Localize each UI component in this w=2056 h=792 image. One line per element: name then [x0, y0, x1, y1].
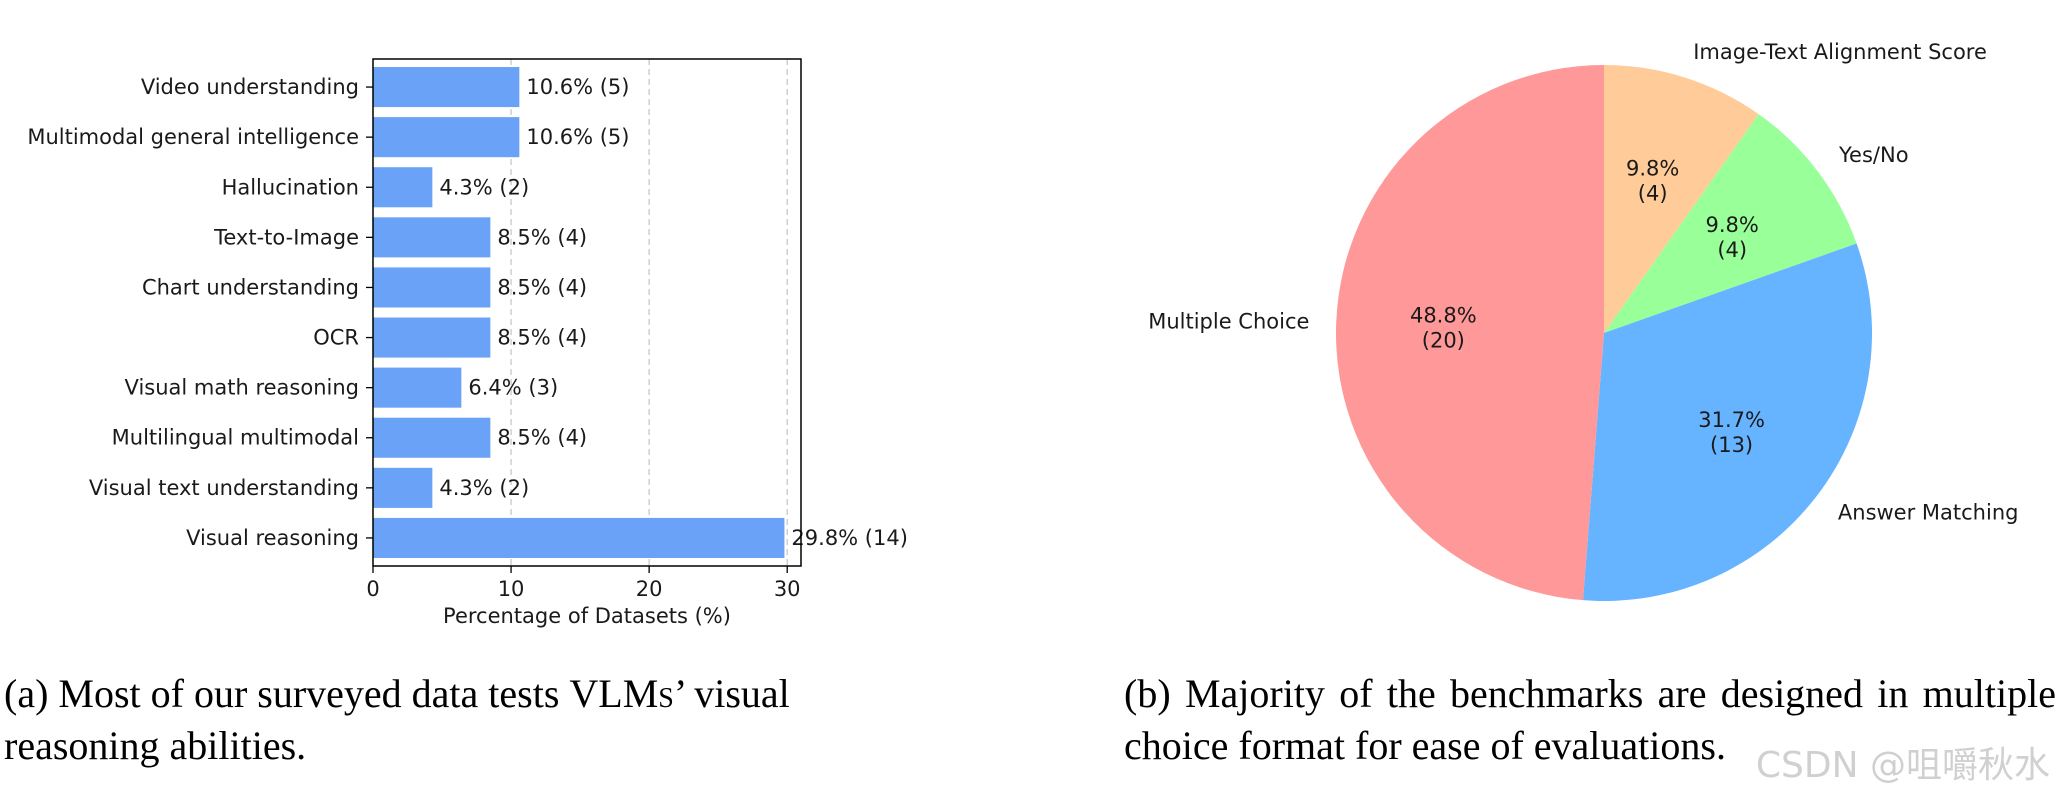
slice-count-label: (4): [1638, 182, 1668, 206]
slice-count-label: (13): [1710, 433, 1753, 457]
slice-label: Image-Text Alignment Score: [1693, 40, 1987, 64]
watermark: CSDN @咀嚼秋水: [1755, 745, 2050, 786]
caption-b: (b) Majority of the benchmarks are desig…: [1124, 671, 2056, 768]
bar-chart: Video understanding 10.6% (5) Multimodal g…: [27, 58, 908, 628]
data-label: 10.6% (5): [526, 125, 629, 149]
category-label: Video understanding: [141, 75, 359, 99]
data-label: 29.8% (14): [791, 526, 908, 550]
slice-percent-label: 9.8%: [1706, 213, 1759, 237]
category-label: Text-to-Image: [213, 225, 359, 249]
category-label: Multimodal general intelligence: [27, 125, 359, 149]
category-label: Chart understanding: [142, 275, 359, 299]
category-label: Multilingual multimodal: [112, 426, 359, 450]
category-label: Hallucination: [222, 175, 359, 199]
category-label: OCR: [313, 326, 359, 350]
bar: [373, 417, 491, 458]
x-tick-label: 20: [636, 577, 663, 601]
slice-label: Multiple Choice: [1148, 309, 1309, 333]
bar: [373, 367, 462, 408]
bar: [373, 517, 785, 558]
slice-percent-label: 48.8%: [1410, 304, 1477, 328]
category-label: Visual reasoning: [186, 526, 359, 550]
data-label: 8.5% (4): [497, 326, 587, 350]
bar: [373, 167, 433, 208]
bar: [373, 317, 491, 358]
data-label: 8.5% (4): [497, 225, 587, 249]
caption-a-vlms: VLMs: [569, 671, 674, 716]
data-label: 10.6% (5): [526, 75, 629, 99]
caption-a-prefix: (a) Most of our surveyed data tests: [4, 671, 560, 716]
slice-count-label: (20): [1422, 329, 1465, 353]
x-tick-label: 10: [498, 577, 525, 601]
category-label: Visual math reasoning: [125, 376, 359, 400]
bar: [373, 117, 520, 158]
pie-slice: [1604, 65, 1759, 333]
slice-percent-label: 9.8%: [1626, 157, 1679, 181]
data-label: 6.4% (3): [468, 376, 558, 400]
pie-slice: [1582, 243, 1872, 601]
pie-chart: 9.8%(4)Image-Text Alignment Score9.8%(4)…: [1148, 40, 2019, 601]
x-axis-label: Percentage of Datasets (%): [443, 604, 731, 628]
caption-a-suffix: ’ visual reasoning abilities.: [4, 671, 790, 768]
data-label: 8.5% (4): [497, 426, 587, 450]
slice-count-label: (4): [1717, 238, 1747, 262]
slice-label: Yes/No: [1838, 143, 1909, 167]
slice-label: Answer Matching: [1838, 500, 2019, 524]
bar: [373, 267, 491, 308]
slice-percent-label: 31.7%: [1698, 408, 1765, 432]
bar: [373, 67, 520, 108]
pie-slice: [1336, 65, 1604, 601]
bar: [373, 217, 491, 258]
x-tick-label: 30: [774, 577, 801, 601]
data-label: 4.3% (2): [439, 476, 529, 500]
plot-frame: [372, 58, 802, 567]
data-label: 8.5% (4): [497, 275, 587, 299]
x-tick-label: 0: [366, 577, 379, 601]
caption-a: (a) Most of our surveyed data tests VLMs…: [4, 668, 934, 772]
bar: [373, 467, 433, 508]
category-label: Visual text understanding: [89, 476, 359, 500]
data-label: 4.3% (2): [439, 175, 529, 199]
pie-slice: [1604, 114, 1857, 333]
